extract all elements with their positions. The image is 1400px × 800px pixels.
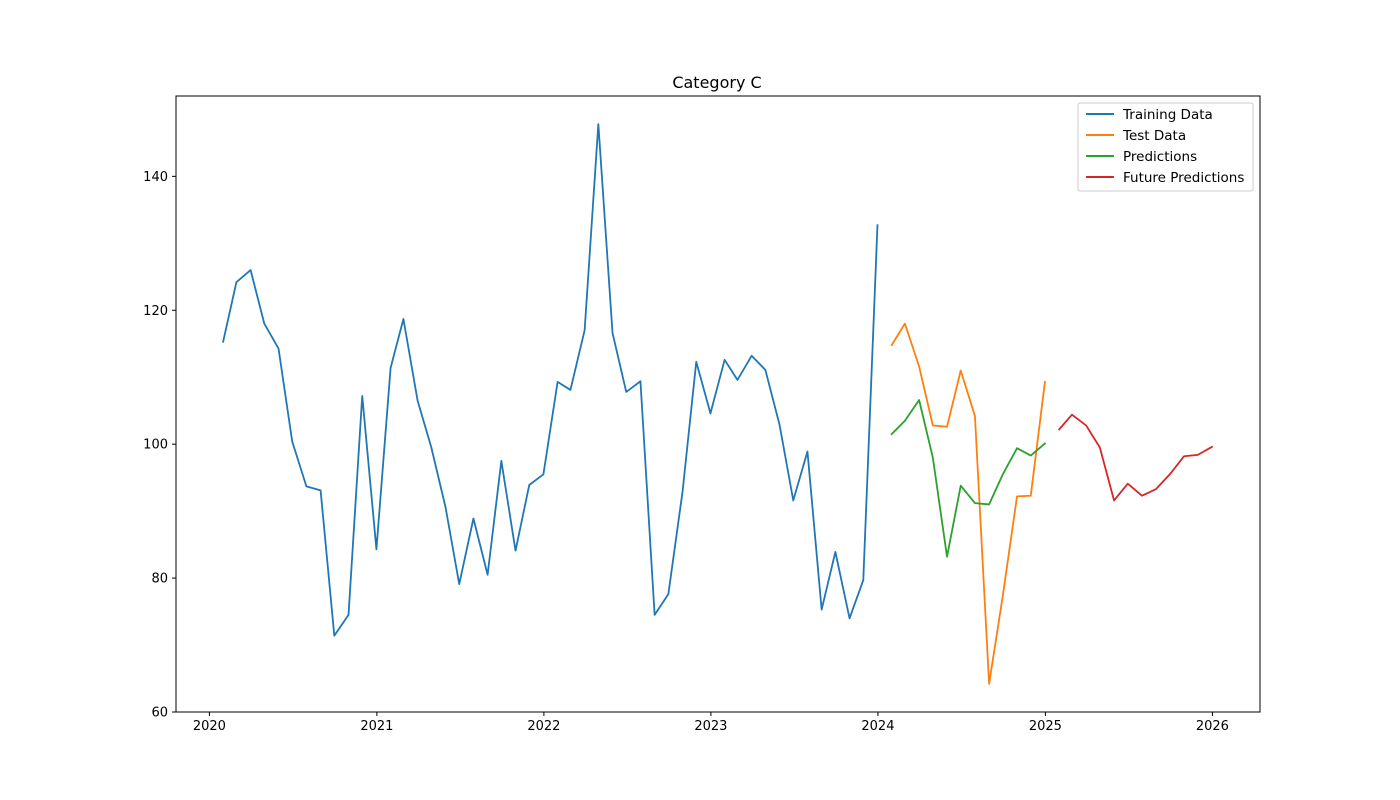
x-tick-label: 2026 <box>1196 719 1229 734</box>
x-tick-label: 2025 <box>1029 719 1062 734</box>
legend-label: Training Data <box>1122 107 1213 123</box>
legend: Training Data Test Data Predictions Future … <box>1077 102 1254 192</box>
x-tick-label: 2022 <box>527 719 560 734</box>
x-tick-label: 2021 <box>360 719 393 734</box>
series-layer <box>222 123 1214 685</box>
series-line-3 <box>890 399 1047 558</box>
series-line-1 <box>222 123 879 637</box>
y-tick-label: 60 <box>151 706 168 721</box>
legend-box <box>1077 102 1254 192</box>
x-axis: 2020 2021 2022 2023 2024 2025 2026 <box>193 712 1229 734</box>
y-axis: 60 80 100 120 140 <box>143 170 176 721</box>
plot-frame <box>175 95 1261 713</box>
legend-label: Test Data <box>1122 128 1186 144</box>
y-tick-label: 100 <box>143 438 168 453</box>
x-tick-label: 2023 <box>694 719 727 734</box>
x-tick-label: 2020 <box>193 719 226 734</box>
legend-label: Predictions <box>1123 149 1197 165</box>
y-tick-label: 80 <box>151 572 168 587</box>
legend-label: Future Predictions <box>1123 170 1244 186</box>
series-line-4 <box>1057 413 1214 502</box>
y-tick-label: 120 <box>143 304 168 319</box>
series-line-2 <box>890 322 1046 685</box>
chart-title: Category C <box>672 73 761 92</box>
x-tick-label: 2024 <box>861 719 894 734</box>
y-tick-label: 140 <box>143 170 168 185</box>
